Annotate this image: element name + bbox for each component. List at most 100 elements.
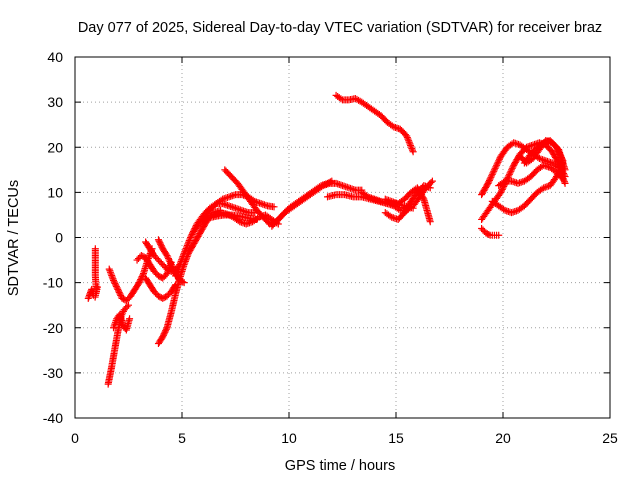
- y-tick-label: 10: [47, 184, 63, 200]
- data-point: [156, 239, 164, 247]
- data-point: [508, 166, 516, 174]
- data-point: [108, 273, 116, 281]
- data-point: [559, 175, 567, 183]
- y-tick-label: -40: [43, 410, 63, 426]
- data-point: [185, 237, 193, 245]
- data-point: [157, 242, 165, 250]
- data-point: [182, 245, 190, 253]
- data-point: [187, 232, 195, 240]
- data-point: [409, 148, 417, 156]
- data-point: [427, 178, 435, 186]
- data-point: [126, 315, 134, 323]
- data-point: [490, 167, 498, 175]
- data-point: [485, 176, 493, 184]
- data-point: [112, 281, 120, 289]
- data-point: [494, 158, 502, 166]
- data-point: [406, 140, 414, 148]
- data-point: [115, 287, 123, 295]
- data-point: [490, 166, 498, 174]
- data-point: [172, 270, 180, 278]
- data-point: [181, 246, 189, 254]
- data-point: [485, 230, 493, 238]
- data-point: [223, 210, 231, 218]
- data-point: [561, 179, 569, 187]
- data-point: [136, 277, 144, 285]
- x-tick-label: 20: [495, 430, 511, 446]
- data-point: [159, 331, 167, 339]
- data-points: [84, 91, 569, 388]
- data-point: [183, 243, 191, 251]
- data-point: [426, 218, 434, 226]
- y-axis-title: SDTVAR / TECUs: [6, 180, 22, 296]
- data-point: [187, 234, 195, 241]
- y-tick-label: 0: [55, 230, 63, 246]
- data-point: [428, 177, 436, 185]
- data-point: [363, 192, 371, 200]
- data-point: [162, 325, 170, 333]
- data-point: [176, 259, 184, 267]
- data-point: [318, 183, 326, 191]
- data-point: [484, 179, 492, 187]
- data-point: [107, 270, 115, 278]
- data-point: [253, 214, 261, 222]
- data-point: [404, 135, 412, 143]
- data-point: [169, 264, 177, 272]
- data-point: [180, 251, 188, 259]
- data-point: [138, 273, 146, 281]
- data-point: [486, 175, 494, 183]
- data-point: [159, 333, 167, 341]
- data-point: [403, 132, 411, 140]
- data-point: [491, 164, 499, 172]
- data-point: [495, 231, 503, 239]
- data-point: [403, 134, 411, 142]
- y-tick-label: 20: [47, 139, 63, 155]
- data-point: [561, 166, 569, 174]
- data-point: [112, 282, 120, 290]
- y-tick-labels: -40 -30 -20 -10 0 10 20 30 40: [43, 49, 63, 426]
- data-point: [106, 268, 114, 276]
- data-point: [175, 264, 183, 272]
- data-point: [500, 205, 508, 213]
- data-point: [489, 169, 497, 177]
- data-point: [495, 155, 503, 163]
- x-tick-labels: 0 5 10 15 20 25: [71, 430, 618, 446]
- data-point: [167, 261, 175, 269]
- data-point: [165, 256, 173, 264]
- data-point: [173, 267, 181, 275]
- y-tick-label: 40: [47, 49, 63, 65]
- y-tick-label: -10: [43, 275, 63, 291]
- data-point: [497, 188, 505, 196]
- data-point: [508, 164, 516, 172]
- data-point: [176, 261, 184, 269]
- data-point: [226, 212, 234, 220]
- data-point: [500, 178, 508, 186]
- data-point: [113, 284, 121, 292]
- data-point: [164, 253, 172, 261]
- data-point: [407, 141, 415, 149]
- data-point: [109, 275, 117, 283]
- data-point: [405, 138, 413, 146]
- data-point: [556, 165, 564, 173]
- data-point: [507, 167, 515, 175]
- data-point: [538, 185, 546, 193]
- data-point: [560, 178, 568, 186]
- x-tick-label: 15: [388, 430, 404, 446]
- data-point: [110, 278, 118, 286]
- y-tick-label: 30: [47, 94, 63, 110]
- data-point: [426, 184, 434, 192]
- data-point: [167, 259, 175, 267]
- data-point: [123, 303, 131, 311]
- ticks: [74, 56, 611, 419]
- data-point: [110, 276, 118, 284]
- data-point: [135, 279, 143, 287]
- data-point: [488, 172, 496, 180]
- data-point: [173, 269, 181, 277]
- data-point: [168, 262, 176, 270]
- data-point: [386, 212, 394, 220]
- data-point: [270, 203, 278, 211]
- data-point: [419, 194, 427, 202]
- data-point: [492, 163, 500, 171]
- data-point: [108, 272, 116, 280]
- data-point: [337, 95, 345, 103]
- data-point: [186, 235, 194, 243]
